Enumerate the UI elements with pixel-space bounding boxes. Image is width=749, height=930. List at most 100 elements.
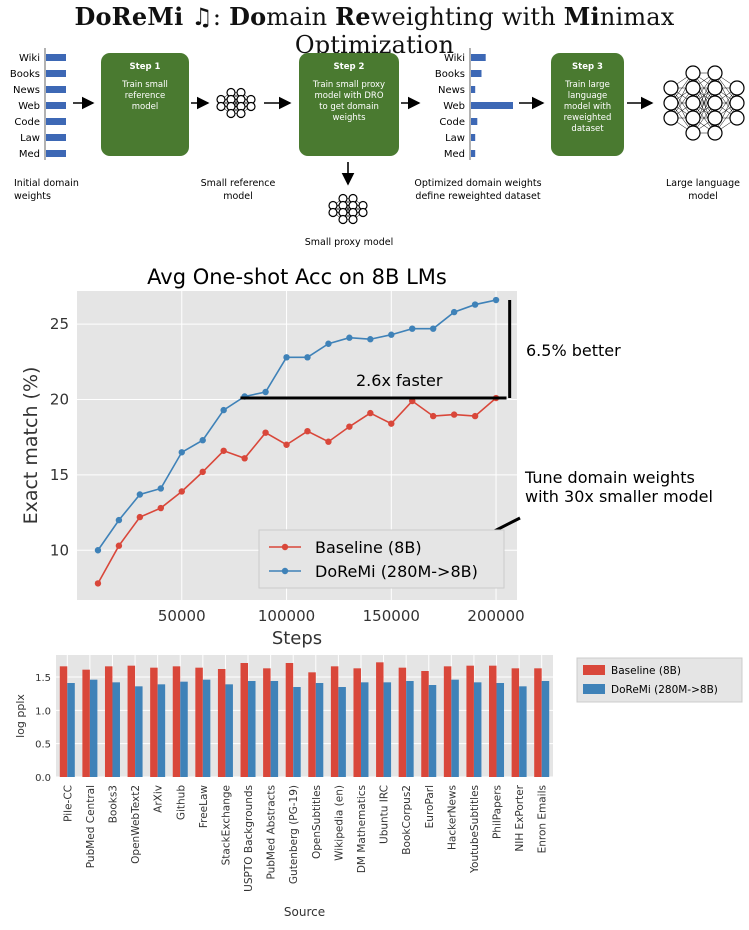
step-text: model with (564, 102, 611, 112)
y-tick-label: 25 (50, 315, 69, 333)
domain-label: Web (443, 101, 465, 112)
data-point (157, 485, 165, 492)
domain-weight-bar (46, 134, 66, 141)
bar (248, 681, 256, 777)
step-box (299, 53, 399, 156)
data-point (157, 504, 165, 512)
bar (195, 667, 203, 777)
data-point (471, 301, 479, 308)
caption-initial: Initial domain (14, 178, 79, 189)
bar (202, 679, 211, 777)
bar (473, 682, 482, 777)
bar (67, 683, 75, 777)
series-line (97, 299, 497, 551)
domain-weight-bar (471, 86, 476, 93)
legend-marker (281, 567, 289, 575)
title-part: Re (335, 2, 371, 31)
data-point (262, 388, 269, 396)
series-line (97, 397, 497, 584)
step-text: dataset (571, 124, 604, 134)
data-point (178, 488, 185, 495)
x-tick-label: YoutubeSubtitles (469, 785, 481, 874)
domain-weight-bar (471, 134, 476, 141)
x-tick-label: DM Mathematics (356, 785, 368, 873)
step-text: reweighted (564, 113, 612, 123)
legend-swatch (583, 684, 605, 694)
x-tick-label: FreeLaw (198, 785, 210, 829)
bar (172, 666, 181, 777)
domain-label: Web (18, 101, 40, 112)
y-tick-label: 15 (50, 466, 69, 484)
x-tick-label: Ubuntu IRC (379, 785, 391, 844)
main-title: DoReMi ♫: Domain Reweighting with Minima… (74, 2, 674, 59)
x-tick-label: OpenSubtitles (311, 785, 323, 859)
bar (180, 681, 188, 777)
legend-swatch (583, 665, 605, 675)
bar (330, 666, 339, 777)
bar (421, 671, 429, 777)
x-tick-label: 200000 (467, 607, 524, 625)
bar (263, 668, 271, 777)
bar (496, 683, 505, 777)
domain-weight-bar (471, 70, 482, 77)
x-tick-label: ArXiv (153, 785, 165, 813)
accuracy-line-chart: Avg One-shot Acc on 8B LMs 50000 100000 150… (20, 265, 713, 649)
data-point (115, 516, 123, 524)
better-annotation: 6.5% better (526, 341, 621, 360)
x-tick-label: Books3 (107, 785, 119, 823)
step-text: language (568, 91, 608, 101)
bar (406, 681, 414, 777)
data-point (115, 542, 123, 549)
y-tick-label: 0.5 (35, 740, 51, 751)
data-point (136, 491, 144, 498)
title-part: Re (111, 2, 148, 31)
step-text: reference (125, 91, 166, 101)
title-part: main (266, 3, 336, 31)
domain-label: News (13, 85, 40, 96)
bar (541, 681, 550, 777)
x-axis-label: Steps (272, 628, 322, 649)
step-text: Train large (564, 80, 610, 90)
x-tick-label: BookCorpus2 (401, 785, 413, 855)
step-text: Train small (121, 80, 168, 90)
step-text: to get domain (319, 102, 379, 112)
caption-optimized: define reweighted dataset (415, 191, 540, 202)
caption-initial: weights (14, 191, 51, 202)
x-tick-label: 50000 (158, 607, 206, 625)
domain-weight-bar (471, 118, 478, 125)
y-tick-label: 0.0 (35, 773, 51, 784)
x-tick-label: StackExchange (220, 785, 232, 865)
bar (466, 665, 474, 777)
legend-marker (281, 543, 289, 551)
x-tick-label: EuroParl (424, 785, 436, 828)
data-point (388, 420, 395, 427)
data-point (471, 412, 479, 420)
data-point (220, 447, 227, 454)
data-point (409, 325, 416, 332)
title-part: ♫: (183, 3, 230, 31)
step-text: weights (332, 113, 366, 123)
data-point (241, 455, 248, 462)
x-tick-label: PubMed Central (85, 785, 97, 868)
data-point (94, 547, 102, 554)
bar (338, 687, 346, 777)
data-point (178, 449, 185, 456)
x-tick-label: Enron Emails (537, 785, 549, 853)
x-tick-label: Pile-CC (62, 785, 74, 822)
domain-label: Law (20, 133, 40, 144)
data-point (304, 354, 311, 361)
legend-label: DoReMi (280M->8B) (611, 684, 718, 696)
data-point (325, 438, 332, 445)
step-title: Step 2 (334, 62, 365, 72)
bar (443, 666, 452, 777)
x-tick-label: 100000 (258, 607, 315, 625)
chart-title: Avg One-shot Acc on 8B LMs (147, 265, 447, 289)
bar (534, 668, 542, 777)
bar (376, 662, 384, 777)
y-axis-label: Exact match (%) (20, 367, 42, 525)
x-tick-label: PhilPapers (492, 785, 504, 839)
bar (360, 682, 369, 777)
domain-weight-bar (471, 102, 513, 109)
x-tick-label: HackerNews (446, 785, 458, 850)
domain-weight-bar (46, 118, 66, 125)
